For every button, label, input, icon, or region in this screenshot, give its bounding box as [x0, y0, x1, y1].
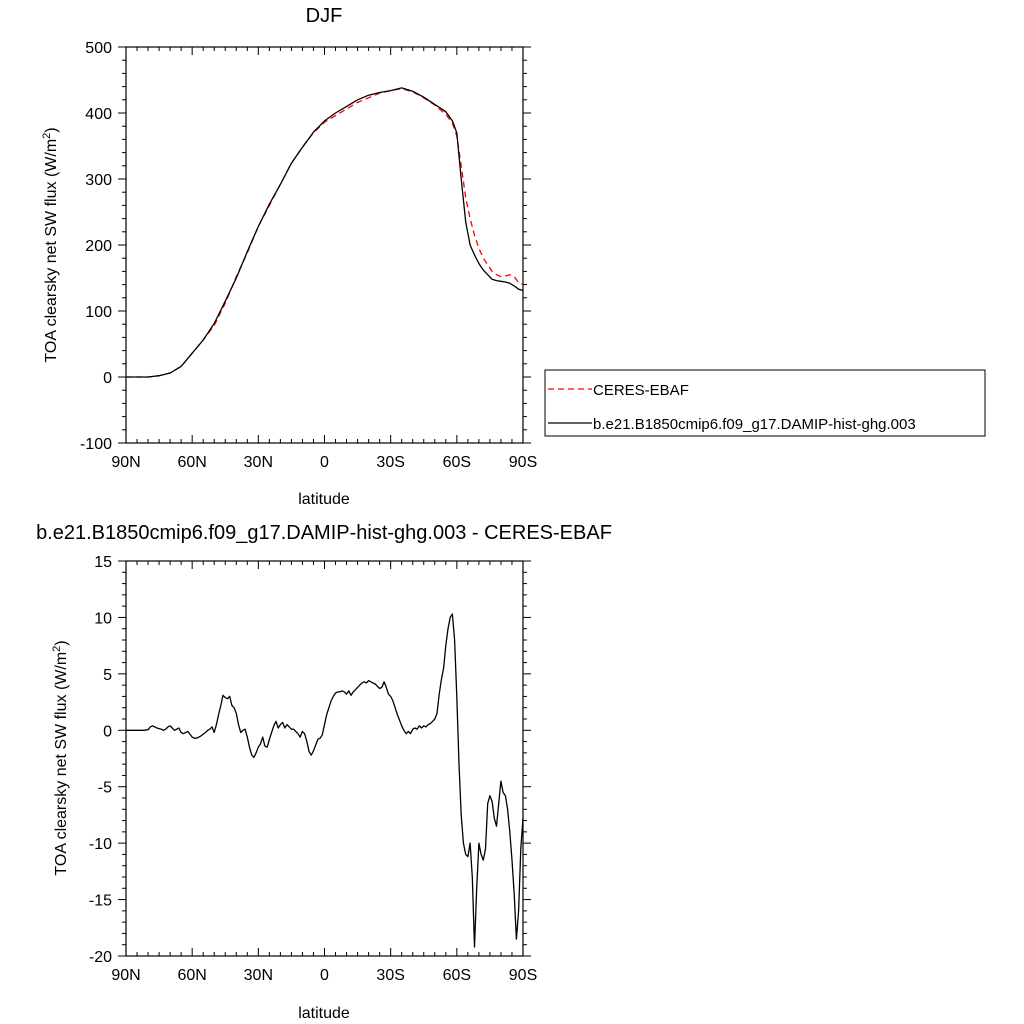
series-lines: [126, 87, 524, 378]
y-tick-label: 200: [85, 238, 112, 255]
chart-title: b.e21.B1850cmip6.f09_g17.DAMIP-hist-ghg.…: [36, 522, 612, 544]
chart-title: DJF: [306, 5, 343, 27]
x-axis-label: latitude: [298, 491, 350, 508]
x-tick-label: 60N: [177, 454, 206, 471]
axis-ticks: [118, 46, 531, 444]
plot-frame: [125, 560, 524, 957]
x-tick-label: 0: [320, 454, 329, 471]
y-tick-label: -100: [80, 436, 112, 453]
y-tick-label: -15: [89, 893, 112, 910]
x-tick-label: 60S: [443, 967, 471, 984]
y-tick-label: 0: [103, 723, 112, 740]
x-tick-label: 90N: [111, 967, 140, 984]
x-tick-label: 30N: [244, 454, 273, 471]
legend-box: [544, 369, 986, 437]
series-line-diff-0: [126, 613, 524, 948]
y-tick-label: 100: [85, 304, 112, 321]
x-tick-label: 60S: [443, 454, 471, 471]
x-tick-label: 0: [320, 967, 329, 984]
y-tick-label: -10: [89, 836, 112, 853]
x-tick-labels: 90N 60N 30N 0 30S 60S 90S: [111, 454, 537, 471]
y-tick-label: -20: [89, 949, 112, 966]
x-tick-labels: 90N 60N 30N 0 30S 60S 90S: [111, 967, 537, 984]
x-tick-label: 60N: [177, 967, 206, 984]
x-tick-label: 90N: [111, 454, 140, 471]
axis-ticks: [118, 560, 531, 957]
x-axis-label: latitude: [298, 1005, 350, 1022]
bottom-chart: b.e21.B1850cmip6.f09_g17.DAMIP-hist-ghg.…: [36, 522, 612, 1022]
y-tick-label: 10: [94, 610, 112, 627]
legend-label-model: b.e21.B1850cmip6.f09_g17.DAMIP-hist-ghg.…: [593, 416, 916, 433]
x-tick-label: 90S: [509, 454, 537, 471]
series-lines: [126, 613, 524, 948]
y-axis-label-main: TOA clearsky net SW flux (W/m: [53, 652, 70, 876]
y-tick-label: -5: [98, 780, 112, 797]
y-tick-label: 400: [85, 106, 112, 123]
y-tick-label: 0: [103, 370, 112, 387]
y-axis-label-sup: 2: [41, 133, 53, 139]
series-line-ceres-ebaf: [126, 87, 524, 378]
x-tick-label: 90S: [509, 967, 537, 984]
y-axis-label-tail: ): [53, 640, 70, 645]
y-axis-label: TOA clearsky net SW flux (W/m2): [41, 127, 60, 362]
plot-frame: [125, 46, 524, 444]
top-chart: DJF 90N 60N 30N 0 30S 60S 90S -100 0 100 200 300 40…: [41, 5, 986, 508]
x-tick-label: 30N: [244, 967, 273, 984]
y-tick-labels: -20 -15 -10 -5 0 5 10 15: [89, 554, 112, 966]
y-tick-label: 300: [85, 172, 112, 189]
y-tick-labels: -100 0 100 200 300 400 500: [80, 40, 112, 453]
y-tick-label: 15: [94, 554, 112, 571]
legend-label-ceres-ebaf: CERES-EBAF: [593, 382, 689, 399]
x-tick-label: 30S: [376, 454, 404, 471]
y-axis-label-main: TOA clearsky net SW flux (W/m: [43, 139, 60, 363]
y-tick-label: 500: [85, 40, 112, 57]
y-axis-label-tail: ): [43, 127, 60, 132]
legend: CERES-EBAF b.e21.B1850cmip6.f09_g17.DAMI…: [544, 369, 986, 437]
y-axis-label-sup: 2: [51, 646, 63, 652]
x-tick-label: 30S: [376, 967, 404, 984]
y-axis-label: TOA clearsky net SW flux (W/m2): [51, 640, 70, 875]
series-line-b-e21-b1850cmip6-f09-g17-damip-hist-ghg-003: [126, 87, 524, 378]
y-tick-label: 5: [103, 667, 112, 684]
